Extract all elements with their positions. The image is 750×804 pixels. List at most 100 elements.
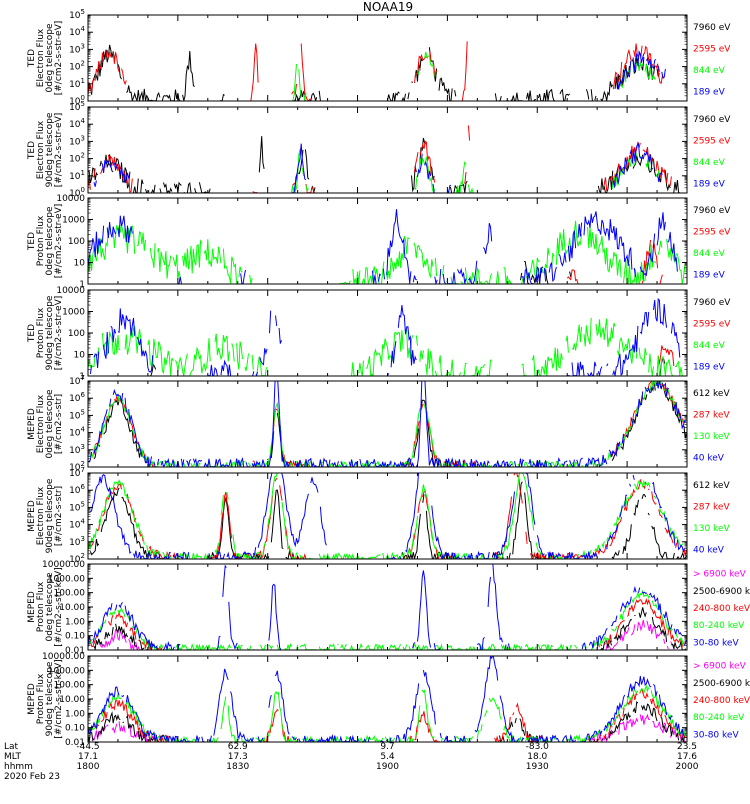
- panel-data: [88, 298, 683, 376]
- y-tick-label: 10000.00: [42, 652, 85, 662]
- series-line-0: [93, 381, 687, 467]
- series-line-1: [88, 41, 665, 101]
- hhmm-tick-label: 1900: [376, 762, 399, 772]
- y-axis-label-line: Proton Flux: [36, 215, 46, 266]
- mlt-tick-label: 17.6: [677, 752, 697, 762]
- y-axis-label-line: [#/cm2-s-str-eV]: [54, 21, 64, 96]
- y-tick-label: 102: [69, 152, 85, 165]
- y-tick-label: 105: [69, 408, 85, 421]
- legend-entry: 189 eV: [693, 179, 726, 189]
- legend-entry: 844 eV: [693, 158, 726, 168]
- y-tick-label: 101: [69, 169, 85, 182]
- y-tick-label: 104: [69, 117, 85, 130]
- y-axis-label: TEDElectron Flux0deg telescope[#/cm2-s-s…: [27, 21, 64, 96]
- series-line-3: [88, 381, 687, 467]
- mlt-tick-label: 17.3: [228, 752, 248, 762]
- y-tick-label: 0.10: [65, 632, 85, 642]
- y-axis-label-line: Electron Flux: [36, 28, 46, 87]
- legend-entry: > 6900 keV: [693, 662, 747, 672]
- lat-tick-label: -83.0: [526, 742, 550, 752]
- y-axis-label: TEDElectron Flux90deg telescope[#/cm2-s-…: [27, 112, 64, 187]
- y-tick-label: 104: [69, 518, 85, 531]
- legend-entry: 2500-6900 keV: [693, 679, 750, 689]
- hhmm-tick-label: 1800: [77, 762, 100, 772]
- y-axis-label: TEDProton Flux90deg telescope[#/cm2-s-st…: [27, 295, 64, 370]
- legend-entry: 844 eV: [693, 341, 726, 351]
- y-tick-label: 105: [69, 500, 85, 513]
- y-axis-label: TEDProton Flux0deg telescope[#/cm2-s-str…: [27, 204, 64, 279]
- y-axis-label-line: 90deg telescope: [45, 661, 55, 736]
- y-axis-label-line: TED: [27, 49, 37, 68]
- panel-data: [88, 209, 687, 284]
- footer-row-label: MLT: [4, 752, 22, 762]
- y-axis-label-line: 0deg telescope: [45, 206, 55, 276]
- y-tick-label: 103: [69, 443, 85, 456]
- lat-tick-label: 9.7: [380, 742, 394, 752]
- y-tick-label: 1.00: [65, 617, 85, 627]
- legend-entry: 30-80 keV: [693, 638, 739, 648]
- y-tick-label: 1: [79, 372, 85, 382]
- panel-frame: [87, 14, 688, 102]
- legend-entry: 7960 eV: [693, 206, 731, 216]
- legend-entry: 612 keV: [693, 389, 730, 399]
- y-axis-label-line: [#/cm2-s-str-eV]: [54, 113, 64, 188]
- y-tick-label: 10: [74, 259, 86, 269]
- panel-frame: [87, 563, 688, 651]
- y-tick-label: 1000.00: [48, 666, 85, 676]
- y-tick-label: 1000: [62, 216, 85, 226]
- y-tick-label: 0.01: [65, 646, 85, 656]
- legend-entry: 2595 eV: [693, 136, 731, 146]
- y-tick-label: 10.00: [59, 695, 85, 705]
- y-axis-label-line: 90deg telescope: [45, 295, 55, 370]
- date-label: 2020 Feb 23: [4, 772, 60, 782]
- y-tick-label: 104: [69, 426, 85, 439]
- y-tick-label: 106: [69, 483, 85, 496]
- y-tick-label: 1000.00: [48, 574, 85, 584]
- legend-entry: 40 keV: [693, 545, 725, 555]
- series-line-2: [88, 470, 686, 559]
- series-line-3: [88, 591, 686, 650]
- y-tick-label: 103: [69, 535, 85, 548]
- y-axis-label-line: Electron Flux: [36, 394, 46, 453]
- hhmm-tick-label: 2000: [676, 762, 699, 772]
- legend-entry: 40 keV: [693, 453, 725, 463]
- y-tick-label: 102: [69, 60, 85, 73]
- series-line-1: [94, 379, 686, 467]
- legend-entry: 240-800 keV: [693, 604, 750, 614]
- y-axis-label-line: TED: [27, 324, 37, 343]
- panel-frame: [87, 380, 688, 468]
- legend-entry: 844 eV: [693, 249, 726, 259]
- series-line-2: [292, 149, 663, 193]
- y-axis-label-line: MEPED: [27, 683, 37, 715]
- series-line-4: [88, 655, 686, 742]
- legend-entry: 7960 eV: [693, 23, 731, 33]
- y-axis-label-line: Proton Flux: [36, 581, 46, 632]
- legend-entry: 189 eV: [693, 270, 726, 280]
- series-line-2: [291, 51, 656, 101]
- panel-data: [88, 564, 686, 650]
- legend-entry: 844 eV: [693, 66, 726, 76]
- y-tick-label: 100: [68, 329, 85, 339]
- y-axis-label-line: [#/cm2-s-str]: [54, 394, 64, 454]
- series-line-3: [93, 142, 663, 193]
- y-tick-label: 10000.00: [42, 560, 85, 570]
- y-axis-label-line: MEPED: [27, 500, 37, 532]
- panel-meped_p_90: 0.010.101.0010.00100.001000.0010000.00ME…: [27, 652, 750, 748]
- y-tick-label: 107: [69, 374, 85, 387]
- series-line-0: [99, 619, 675, 650]
- legend-entry: 287 keV: [693, 502, 730, 512]
- mlt-tick-label: 5.4: [380, 752, 395, 762]
- panel-data: [88, 125, 680, 193]
- panel-data: [88, 470, 686, 559]
- y-axis-label: MEPEDProton Flux0deg telescope[#/cm2-s-s…: [27, 567, 64, 646]
- series-line-1: [657, 345, 675, 367]
- y-axis-label-line: Proton Flux: [36, 673, 46, 724]
- y-axis-label: MEPEDProton Flux90deg telescope[#/cm2-s-…: [27, 659, 64, 738]
- y-axis-label-line: 90deg telescope: [45, 478, 55, 553]
- y-axis-label-line: 0deg telescope: [45, 23, 55, 93]
- panel-data: [88, 379, 687, 467]
